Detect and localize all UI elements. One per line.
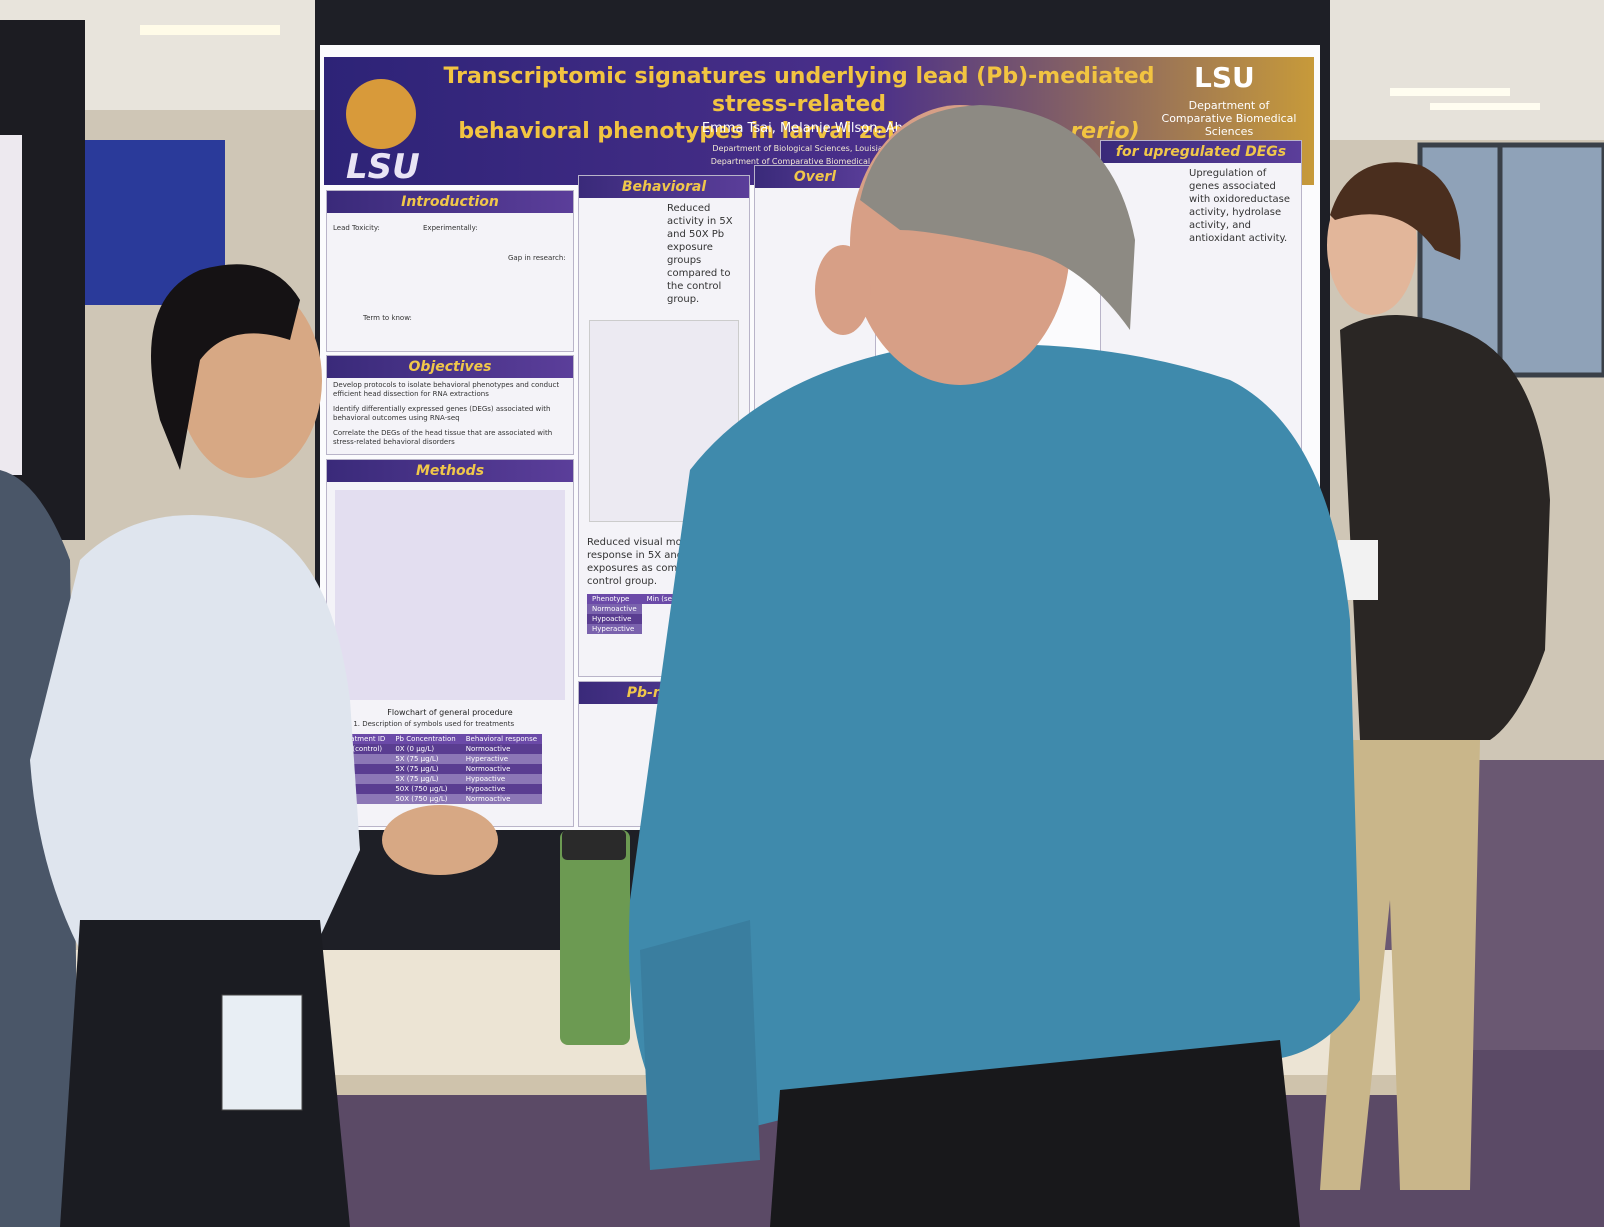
affiliation: Department of Biological Sciences, Louis…	[712, 144, 1016, 153]
department: Department of Comparative Biomedical Sci…	[1161, 99, 1297, 139]
table-cell: Treatment ID	[340, 735, 386, 744]
intro-item: Lead Toxicity:	[333, 224, 380, 232]
table-cell: Normoactive	[592, 605, 637, 613]
table-cell: Hypoactive	[592, 615, 632, 623]
intro-item: Term to know:	[363, 314, 412, 322]
treatment-table: Treatment ID Pb Concentration Behavioral r…	[335, 734, 543, 805]
table-cell: Normoactive	[465, 745, 511, 754]
table-row: Normoactive	[587, 604, 684, 614]
affiliations: Department of Biological Sciences, Louis…	[584, 143, 1144, 169]
flowchart	[335, 490, 565, 700]
intro-item: Gap in research:	[508, 254, 566, 262]
tiger-logo	[346, 79, 416, 149]
table-cell: Hypoactive	[465, 785, 506, 794]
table-cell: 50X (750 µg/L)	[395, 785, 448, 794]
table-row: Hypoactive	[587, 614, 684, 624]
flowchart-caption: Flowchart of general procedure	[387, 708, 513, 717]
objective: Develop protocols to isolate behavioral …	[333, 381, 560, 399]
table-cell: 5X (75 µg/L)	[395, 755, 439, 764]
table-cell: 0X (0 µg/L)	[395, 745, 435, 754]
bullet: Upregulation of genes associated with ox…	[1189, 168, 1291, 244]
table-cell: CN (control)	[340, 745, 383, 754]
table-cell: Hyperactive	[465, 755, 509, 764]
table-row: Hyperactive	[587, 624, 684, 634]
section-heading: Overl	[755, 166, 875, 188]
table-cell: Normoactive	[465, 795, 511, 804]
table-caption: Table 1. Description of symbols used for…	[333, 720, 515, 728]
table-cell: Pb Concentration	[395, 735, 456, 744]
lsu-logo-right: LSU	[1194, 61, 1255, 94]
table-cell: Min (sec)	[646, 595, 679, 603]
table-cell: 5X (75 µg/L)	[395, 765, 439, 774]
section-heading: Behavioral	[579, 176, 749, 198]
table-cell: Behavioral response	[465, 735, 538, 744]
lsu-logo: LSU	[346, 147, 420, 187]
bullet: Reduced activity in 5X and 50X Pb exposu…	[667, 203, 733, 305]
introduction-panel: Introduction Lead Toxicity: Experimental…	[326, 190, 574, 352]
table-cell: Phenotype	[592, 595, 630, 603]
table-row: Phenotype Min (sec)	[587, 594, 684, 604]
objective: Correlate the DEGs of the head tissue th…	[333, 429, 553, 447]
intro-item: Experimentally:	[423, 224, 478, 232]
methods-panel: Methods Flowchart of general procedure T…	[326, 459, 574, 827]
table-cell: Hyperactive	[592, 625, 635, 633]
affiliation: Department of Comparative Biomedical Sci…	[710, 156, 1018, 166]
table-cell: Hypoactive	[465, 775, 506, 784]
objective: Identify differentially expressed genes …	[333, 405, 551, 423]
section-heading: Introduction	[327, 191, 573, 213]
table-cell: 50X (750 µg/L)	[395, 795, 448, 804]
phenotype-table: Phenotype Min (sec) Normoactive Hypoactive H…	[587, 594, 684, 634]
bullet: Reduced visual motor response in 5X and …	[587, 537, 722, 587]
title-line: Transcriptomic signatures underlying lea…	[443, 64, 1155, 117]
section-heading: for upregulated DEGs	[1101, 141, 1301, 163]
objectives-panel: Objectives Develop protocols to isolate …	[326, 355, 574, 455]
section-heading: Objectives	[327, 356, 573, 378]
table-row: Treatment ID Pb Concentration Behavioral r…	[335, 734, 543, 745]
table-cell: 5X (75 µg/L)	[395, 775, 439, 784]
table-row: CN (control) 0X (0 µg/L) Normoactive	[335, 744, 543, 755]
table-cell: Normoactive	[465, 765, 511, 774]
section-heading: Methods	[327, 460, 573, 482]
